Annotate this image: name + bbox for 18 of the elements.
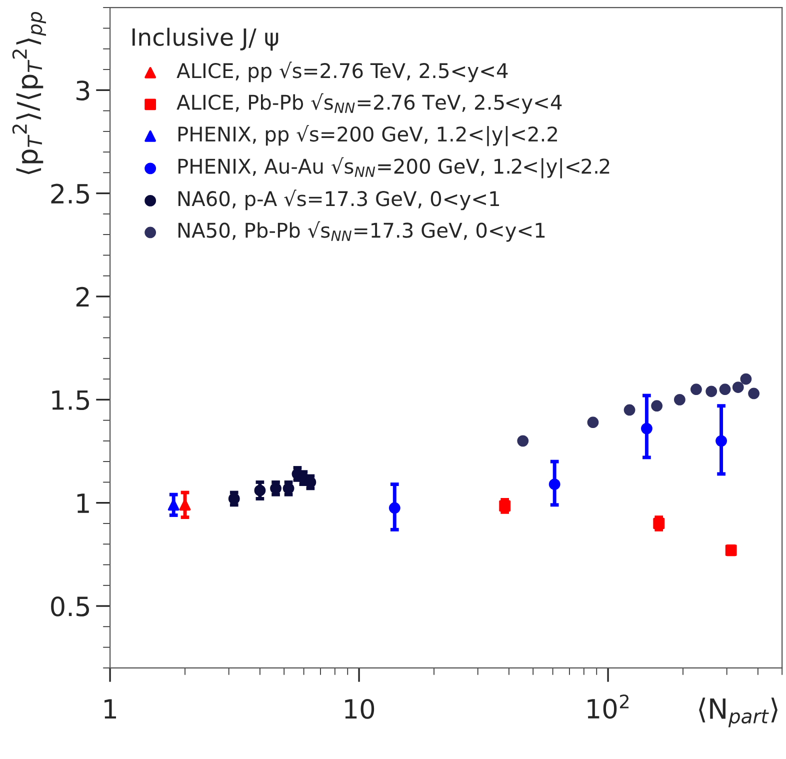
y-tick-label: 1 [77,494,89,513]
legend-label: ALICE, Pb-Pb √s$_{NN}$=2.76 TeV, 2.5<y<4 [176,93,562,114]
legend-label: ALICE, pp √s=2.76 TeV, 2.5<y<4 [176,62,508,82]
y-tick-label: 2.5 [51,184,89,204]
x-tick-label: 1 [104,699,116,719]
y-tick-label: 3 [76,80,90,101]
legend-label: PHENIX, Au-Au √s$_{NN}$=200 GeV, 1.2<|y|<2.2 [178,157,610,178]
legend-label: NA50, Pb-Pb √s$_{NN}$=17.3 GeV, 0<y<1 [178,221,545,242]
y-axis-title: ⟨p$_{T}$$^{2}$⟩/⟨p$_{T}$$^{2}$⟩$_{pp}$ [12,12,46,174]
y-tick-label: 1.5 [52,390,89,410]
y-tick-label: 0.5 [51,596,89,616]
legend-label: NA60, p-A √s=17.3 GeV, 0<y<1 [178,190,499,210]
x-tick-label: 10 [345,698,374,719]
legend-title: Inclusive J/ ψ [132,28,278,51]
x-axis-title: ⟨N$_{part}$⟩ [699,698,778,728]
y-tick-label: 2 [76,286,89,307]
x-tick-label: 10$^{2}$ [588,694,629,719]
legend-label: PHENIX, pp √s=200 GeV, 1.2<|y|<2.2 [178,125,557,146]
